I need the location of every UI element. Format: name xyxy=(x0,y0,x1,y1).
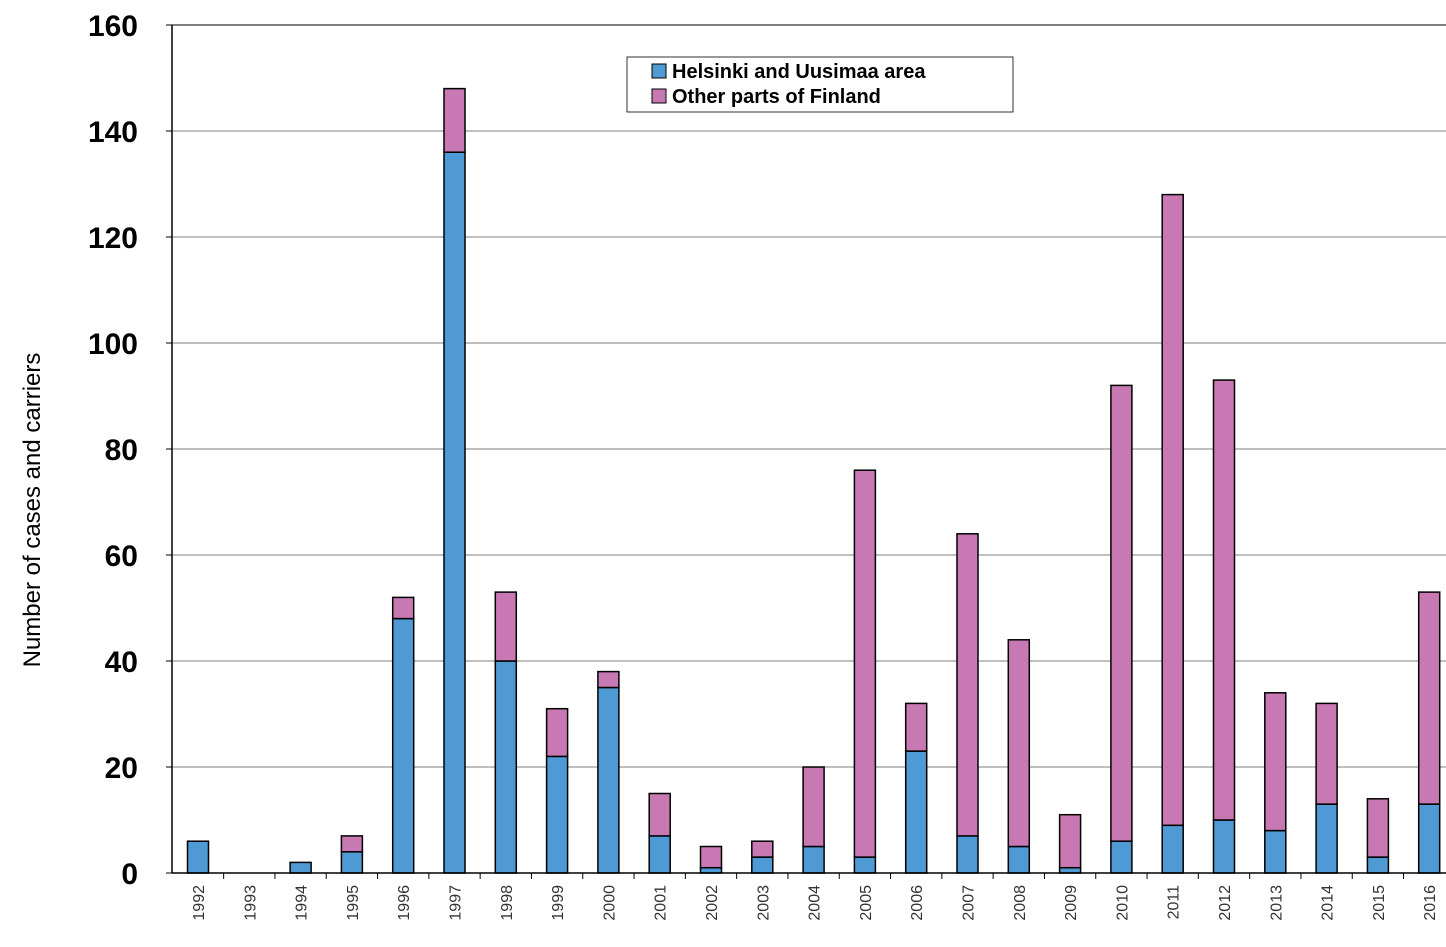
x-tick-label-2008: 2008 xyxy=(1012,885,1029,921)
bar-helsinki-2007 xyxy=(956,835,979,874)
bar-helsinki-2004 xyxy=(802,845,825,874)
legend-swatch-helsinki xyxy=(651,63,667,79)
bar-helsinki-2009 xyxy=(1058,866,1082,874)
bar-other-2003 xyxy=(751,840,774,858)
x-tick-label-2012: 2012 xyxy=(1217,885,1234,921)
bar-helsinki-2000 xyxy=(597,686,620,874)
bar-other-1996 xyxy=(391,596,415,620)
x-tick-label-1992: 1992 xyxy=(191,885,208,921)
bar-helsinki-2015 xyxy=(1366,856,1390,874)
bar-other-2009 xyxy=(1058,813,1082,869)
legend: Helsinki and Uusimaa area Other parts of… xyxy=(626,56,1014,113)
bar-helsinki-2001 xyxy=(648,835,671,874)
bar-other-2005 xyxy=(853,469,877,858)
y-tick-label: 140 xyxy=(88,116,138,149)
x-tick-label-2003: 2003 xyxy=(755,885,772,921)
bar-other-2002 xyxy=(699,845,723,869)
legend-swatch-other xyxy=(651,88,667,104)
x-tick-label-2000: 2000 xyxy=(601,885,618,921)
bar-other-2015 xyxy=(1366,798,1390,858)
bar-helsinki-1995 xyxy=(340,851,364,874)
bar-helsinki-1997 xyxy=(443,151,466,874)
axes xyxy=(171,24,1446,874)
bar-other-2000 xyxy=(597,670,620,689)
y-tick-label: 20 xyxy=(105,752,138,785)
bar-helsinki-2012 xyxy=(1212,819,1236,874)
x-tick-label-2014: 2014 xyxy=(1320,885,1337,921)
bar-other-2004 xyxy=(802,766,825,848)
x-tick-label-2009: 2009 xyxy=(1063,885,1080,921)
bar-other-1999 xyxy=(545,707,569,758)
bar-other-2007 xyxy=(956,533,979,837)
bar-helsinki-2014 xyxy=(1315,803,1338,874)
bars xyxy=(186,87,1441,874)
x-tick-label-1998: 1998 xyxy=(499,885,516,921)
y-tick-label: 120 xyxy=(88,222,138,255)
bar-other-1997 xyxy=(443,87,466,153)
y-tick-label: 80 xyxy=(105,434,138,467)
x-tick-label-2006: 2006 xyxy=(909,885,926,921)
x-tick-label-2005: 2005 xyxy=(858,885,875,921)
bar-helsinki-2008 xyxy=(1007,845,1031,874)
bar-other-2012 xyxy=(1212,379,1236,821)
x-tick-label-2007: 2007 xyxy=(961,885,978,921)
bar-helsinki-2002 xyxy=(699,866,723,874)
legend-label-other: Other parts of Finland xyxy=(672,86,881,108)
x-tick-label-1997: 1997 xyxy=(448,885,465,921)
legend-box xyxy=(626,56,1014,113)
x-tick-label-2013: 2013 xyxy=(1268,885,1285,921)
y-tick-label: 0 xyxy=(121,858,138,891)
gridlines xyxy=(172,24,1446,768)
bar-helsinki-1992 xyxy=(186,840,210,874)
x-tick-label-1999: 1999 xyxy=(550,885,567,921)
x-tick-label-2015: 2015 xyxy=(1371,885,1388,921)
bar-helsinki-2003 xyxy=(751,856,774,874)
x-tick-label-2010: 2010 xyxy=(1114,885,1131,921)
y-tick-label: 40 xyxy=(105,646,138,679)
y-axis-label: Number of cases and carriers xyxy=(19,353,46,668)
x-tick-label-1993: 1993 xyxy=(242,885,259,921)
bar-other-2010 xyxy=(1110,384,1133,842)
x-tick-label-2004: 2004 xyxy=(807,885,824,921)
bar-other-1995 xyxy=(340,835,364,853)
x-axis-ticks: 1992 1993 1994 1995 1996 1997 1998 1999 2000 2001… xyxy=(191,873,1439,921)
bar-other-2011 xyxy=(1161,193,1184,827)
y-tick-label: 100 xyxy=(88,328,138,361)
bar-other-1998 xyxy=(494,591,518,662)
bar-helsinki-1998 xyxy=(494,660,518,874)
y-axis-ticks: 0 20 40 60 80 100 120 140 160 xyxy=(88,10,172,891)
bar-other-2008 xyxy=(1007,639,1031,848)
bar-other-2001 xyxy=(648,792,671,837)
bar-helsinki-1994 xyxy=(289,861,312,874)
bar-helsinki-1996 xyxy=(391,617,415,874)
bar-other-2013 xyxy=(1264,692,1287,832)
x-tick-label-1994: 1994 xyxy=(294,885,311,921)
bar-helsinki-2006 xyxy=(904,750,928,874)
x-tick-label-2016: 2016 xyxy=(1422,885,1439,921)
bar-helsinki-2005 xyxy=(853,856,877,874)
bar-other-2006 xyxy=(904,702,928,752)
y-tick-label: 160 xyxy=(88,10,138,43)
y-tick-label: 60 xyxy=(105,540,138,573)
bar-helsinki-1999 xyxy=(545,755,569,874)
bar-other-2016 xyxy=(1417,591,1441,805)
bar-helsinki-2013 xyxy=(1264,829,1287,874)
x-tick-label-1995: 1995 xyxy=(345,885,362,921)
bar-helsinki-2016 xyxy=(1417,803,1441,874)
x-tick-label-2002: 2002 xyxy=(704,885,721,921)
x-tick-label-1996: 1996 xyxy=(396,885,413,921)
bar-helsinki-2011 xyxy=(1161,824,1184,874)
bar-other-2014 xyxy=(1315,702,1338,805)
bar-helsinki-2010 xyxy=(1110,840,1133,874)
legend-label-helsinki: Helsinki and Uusimaa area xyxy=(672,61,926,83)
x-tick-label-2011: 2011 xyxy=(1166,885,1183,920)
x-tick-label-2001: 2001 xyxy=(653,885,670,921)
